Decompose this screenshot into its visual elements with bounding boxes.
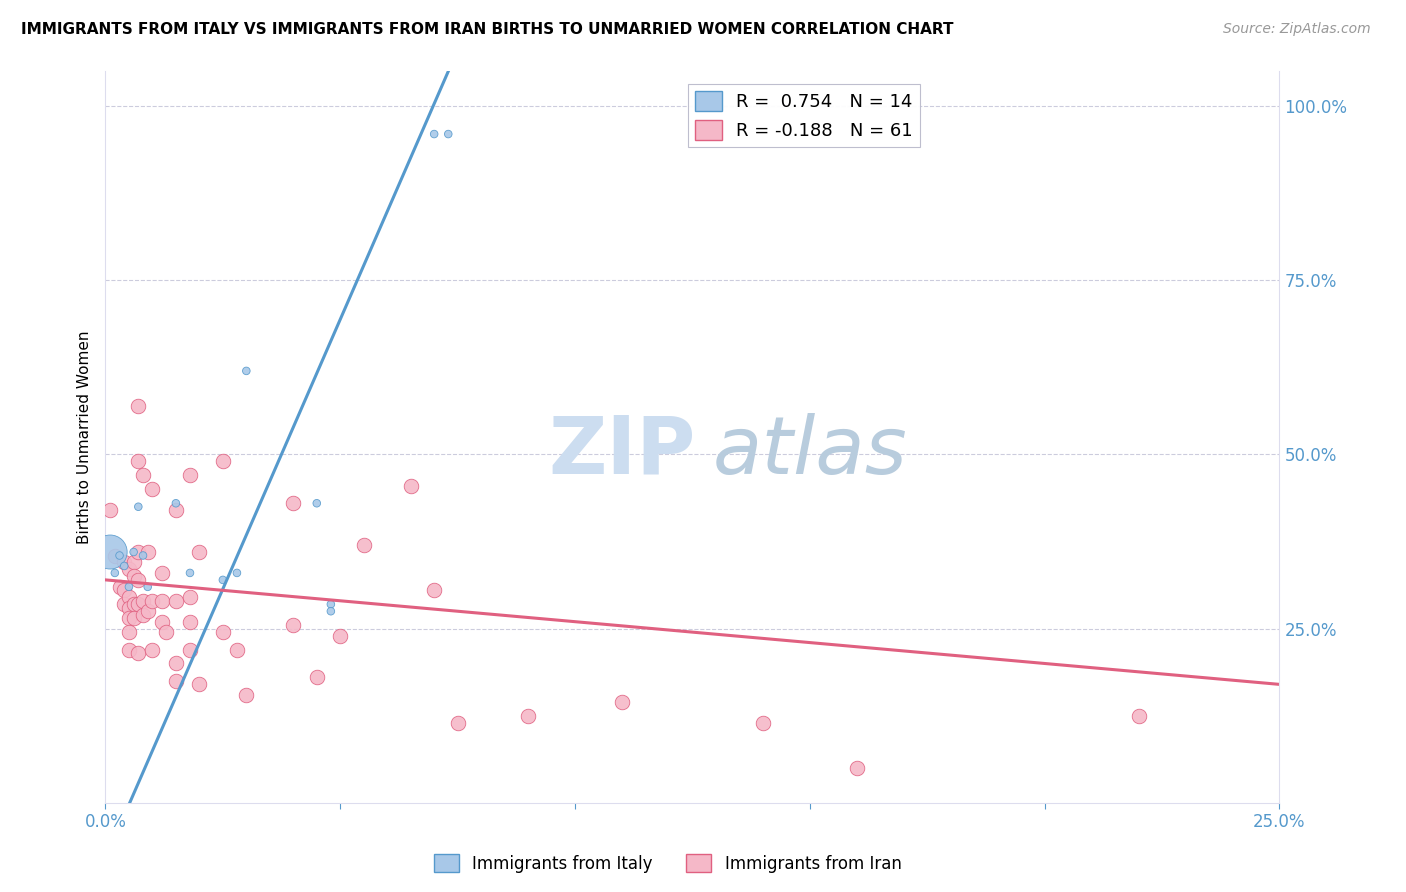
Point (127, 573, 149, 587)
Point (319, 597, 342, 611)
Point (118, 600, 141, 615)
Point (226, 566, 249, 580)
Point (165, 503, 187, 517)
Point (235, 364, 257, 378)
Point (437, 127, 460, 141)
Point (179, 615, 201, 629)
Point (165, 496, 187, 510)
Point (845, 761, 868, 775)
Point (423, 127, 446, 141)
Text: ZIP: ZIP (548, 413, 696, 491)
Point (211, 573, 233, 587)
Point (141, 642, 163, 657)
Point (211, 454, 233, 468)
Point (305, 670, 328, 684)
Text: Source: ZipAtlas.com: Source: ZipAtlas.com (1223, 22, 1371, 37)
Point (118, 611, 141, 625)
Point (122, 611, 145, 625)
Point (127, 500, 149, 514)
Point (141, 594, 163, 608)
Point (305, 496, 328, 510)
Point (283, 618, 305, 632)
Point (127, 646, 149, 660)
Point (108, 580, 131, 594)
Point (165, 673, 187, 688)
Point (155, 625, 177, 640)
Point (127, 399, 149, 413)
Point (179, 591, 201, 605)
Point (132, 594, 155, 608)
Point (127, 597, 149, 611)
Y-axis label: Births to Unmarried Women: Births to Unmarried Women (76, 330, 91, 544)
Point (165, 657, 187, 671)
Point (136, 580, 159, 594)
Point (98, 503, 121, 517)
Point (752, 715, 775, 730)
Point (150, 594, 173, 608)
Point (118, 642, 141, 657)
Point (122, 597, 145, 611)
Point (112, 558, 135, 573)
Point (118, 580, 141, 594)
Point (104, 566, 127, 580)
Point (329, 629, 352, 643)
Point (353, 538, 375, 552)
Point (122, 545, 145, 559)
Point (132, 549, 155, 563)
Point (112, 597, 135, 611)
Point (118, 591, 141, 605)
Point (132, 468, 155, 483)
Point (141, 483, 163, 497)
Point (136, 545, 159, 559)
Point (399, 479, 422, 493)
Point (122, 569, 145, 583)
Legend: R =  0.754   N = 14, R = -0.188   N = 61: R = 0.754 N = 14, R = -0.188 N = 61 (688, 84, 921, 147)
Point (150, 566, 173, 580)
Point (165, 594, 187, 608)
Point (1128, 708, 1150, 723)
Point (108, 549, 131, 563)
Point (211, 625, 233, 640)
Point (118, 562, 141, 576)
Text: IMMIGRANTS FROM ITALY VS IMMIGRANTS FROM IRAN BIRTHS TO UNMARRIED WOMEN CORRELAT: IMMIGRANTS FROM ITALY VS IMMIGRANTS FROM… (21, 22, 953, 37)
Point (136, 604, 159, 618)
Point (235, 688, 257, 702)
Point (423, 583, 446, 598)
Point (517, 708, 540, 723)
Point (104, 549, 127, 563)
Point (112, 556, 135, 570)
Point (446, 715, 468, 730)
Point (122, 556, 145, 570)
Point (127, 545, 149, 559)
Point (610, 695, 633, 709)
Point (150, 615, 173, 629)
Text: atlas: atlas (713, 413, 907, 491)
Point (283, 496, 305, 510)
Point (112, 583, 135, 598)
Legend: Immigrants from Italy, Immigrants from Iran: Immigrants from Italy, Immigrants from I… (427, 847, 908, 880)
Point (127, 454, 149, 468)
Point (188, 677, 211, 691)
Point (98, 545, 121, 559)
Point (179, 468, 201, 483)
Point (319, 604, 342, 618)
Point (188, 545, 211, 559)
Point (226, 642, 249, 657)
Point (179, 566, 201, 580)
Point (118, 625, 141, 640)
Point (132, 607, 155, 622)
Point (179, 642, 201, 657)
